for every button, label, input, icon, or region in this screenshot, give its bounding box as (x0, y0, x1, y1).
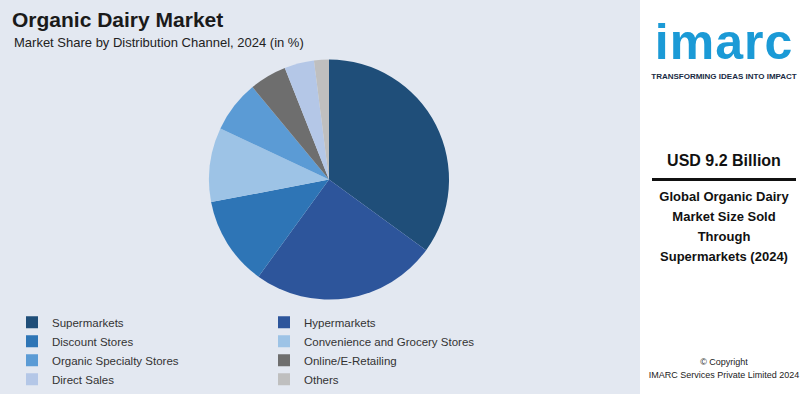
html-text:© Copyright: © Copyright (700, 357, 748, 367)
svg-text:Organic Specialty Stores: Organic Specialty Stores (52, 355, 179, 367)
svg-text:Market Share by Distribution C: Market Share by Distribution Channel, 20… (14, 35, 304, 50)
svg-text:Discount Stores: Discount Stores (52, 336, 133, 348)
html-text:Global Organic Dairy Market Si: Global Organic Dairy Market Size Sold Th… (659, 189, 789, 264)
svg-text:Convenience and Grocery Stores: Convenience and Grocery Stores (304, 336, 474, 348)
svg-text:Supermarkets: Supermarkets (52, 317, 124, 329)
svg-text:Organic Dairy Market: Organic Dairy Market (12, 8, 223, 31)
html-text:TRANSFORMING IDEAS INTO IMPACT: TRANSFORMING IDEAS INTO IMPACT (651, 72, 797, 81)
html-text:USD 9.2 Billion: USD 9.2 Billion (667, 152, 781, 169)
html-text:IMARC Services Private Limited: IMARC Services Private Limited 2024 (648, 370, 800, 380)
html-text:imarc: imarc (654, 14, 794, 70)
svg-text:Online/E-Retailing: Online/E-Retailing (304, 355, 397, 367)
svg-text:Direct Sales: Direct Sales (52, 374, 114, 386)
svg-text:Hypermarkets: Hypermarkets (304, 317, 376, 329)
svg-text:Others: Others (304, 374, 339, 386)
